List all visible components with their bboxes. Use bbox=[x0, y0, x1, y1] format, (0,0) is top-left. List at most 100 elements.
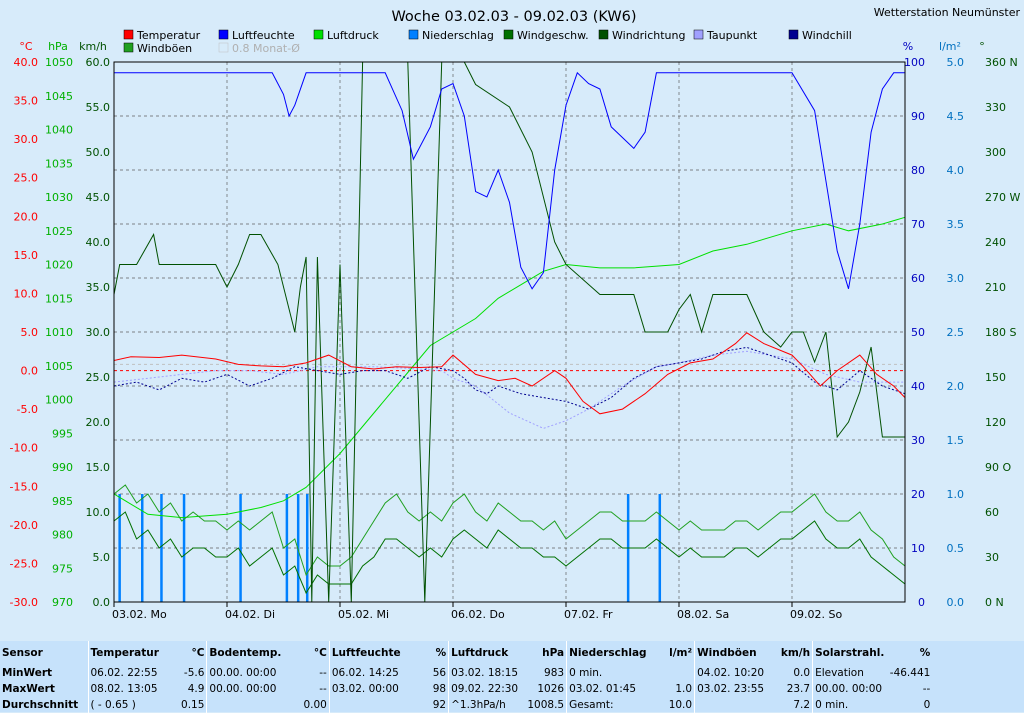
stats-cell: 00.00. 00:00 bbox=[206, 665, 284, 681]
tick-label-temp: -25.0 bbox=[10, 557, 38, 570]
tick-label-temp: -10.0 bbox=[10, 442, 38, 455]
tick-label-wind: 30.0 bbox=[86, 326, 111, 339]
stats-value: °C bbox=[191, 647, 205, 659]
series-line-temperatur bbox=[113, 332, 906, 415]
tick-label-wind: 40.0 bbox=[86, 236, 111, 249]
stats-cell bbox=[694, 697, 767, 713]
station-name: Wetterstation Neumünster bbox=[874, 6, 1021, 19]
x-tick-label: 03.02. Mo bbox=[112, 608, 167, 621]
x-axis: 03.02. Mo 04.02. Di 05.02. Mi 06.02. Do 07.0… bbox=[112, 602, 842, 621]
tick-label-pressure: 1000 bbox=[45, 394, 73, 407]
tick-label-pressure: 1010 bbox=[45, 326, 73, 339]
legend-label: Temperatur bbox=[136, 29, 201, 42]
stats-cell: 06.02. 22:55 bbox=[87, 665, 161, 681]
legend-swatch bbox=[218, 42, 229, 53]
legend-swatch bbox=[788, 29, 799, 40]
x-tick-label: 06.02. Do bbox=[451, 608, 505, 621]
tick-label-pressure: 1020 bbox=[45, 259, 73, 272]
stats-value: 56 bbox=[432, 667, 447, 679]
stats-table: Sensor Temperatur °C Bodentemp. °C Luftfeucht… bbox=[0, 641, 932, 713]
stats-value: 0.0 bbox=[793, 667, 811, 679]
tick-label-pressure: 1030 bbox=[45, 191, 73, 204]
stats-value: 0.00 bbox=[303, 699, 327, 711]
tick-label-rain: 5.0 bbox=[947, 56, 965, 69]
stats-value: °C bbox=[313, 647, 327, 659]
stats-value: 7.2 bbox=[793, 699, 811, 711]
legend-swatch bbox=[598, 29, 609, 40]
stats-cell: Luftdruck bbox=[448, 641, 521, 665]
tick-label-pressure: 1005 bbox=[45, 360, 73, 373]
stats-value: 0.15 bbox=[181, 699, 205, 711]
stats-value bbox=[649, 665, 695, 681]
legend-label: Windrichtung bbox=[612, 29, 685, 42]
tick-label-rain: 0.5 bbox=[947, 542, 965, 555]
weather-chart: 40.0 35.0 30.0 25.0 20.0 15.0 10.0 5.0 0.0 -5.0 -1… bbox=[10, 6, 1021, 621]
tick-label-pressure: 1035 bbox=[45, 157, 73, 170]
stats-cell: 08.02. 13:05 bbox=[87, 681, 161, 697]
tick-label-temp: -30.0 bbox=[10, 596, 38, 609]
legend: Temperatur Luftfeuchte Luftdruck Niederschl… bbox=[123, 29, 852, 55]
series-line-windb-en bbox=[113, 484, 906, 577]
stats-value: -- bbox=[922, 683, 931, 695]
stats-cell bbox=[328, 697, 403, 713]
stats-value: -- bbox=[319, 667, 327, 679]
stats-cell: ^1.3hPa/h bbox=[448, 697, 521, 713]
stats-cell: ( - 0.65 ) bbox=[87, 697, 161, 713]
stats-row: Durchschnitt ( - 0.65 ) 0.15 0.00 92 ^1.3hPa/… bbox=[0, 697, 932, 713]
stats-cell: 00.00. 00:00 bbox=[812, 681, 887, 697]
stats-cell: Windböen bbox=[694, 641, 767, 665]
tick-label-humidity: 90 bbox=[911, 110, 925, 123]
tick-label-wind: 45.0 bbox=[86, 191, 111, 204]
tick-label-humidity: 70 bbox=[911, 218, 925, 231]
legend-swatch bbox=[503, 29, 514, 40]
tick-label-direction: 60 bbox=[985, 506, 999, 519]
x-tick-label: 05.02. Mi bbox=[338, 608, 389, 621]
tick-label-wind: 5.0 bbox=[93, 551, 111, 564]
stats-cell: 00.00. 00:00 bbox=[206, 681, 284, 697]
tick-label-temp: 0.0 bbox=[21, 365, 39, 378]
row-label: Sensor bbox=[2, 647, 43, 659]
stats-cell: 03.02. 01:45 bbox=[566, 681, 649, 697]
legend-swatch bbox=[218, 29, 229, 40]
axis-unit-wind: km/h bbox=[79, 40, 107, 53]
tick-label-temp: -5.0 bbox=[17, 403, 38, 416]
tick-label-temp: 25.0 bbox=[14, 172, 39, 185]
tick-label-rain: 4.5 bbox=[947, 110, 965, 123]
tick-label-rain: 3.5 bbox=[947, 218, 965, 231]
series-line-windchill bbox=[113, 346, 906, 410]
series-lines bbox=[113, 61, 906, 603]
left-axes: 40.0 35.0 30.0 25.0 20.0 15.0 10.0 5.0 0.0 -5.0 -1… bbox=[10, 40, 110, 609]
tick-label-wind: 0.0 bbox=[93, 596, 111, 609]
tick-label-temp: 30.0 bbox=[14, 133, 39, 146]
tick-label-temp: 15.0 bbox=[14, 249, 39, 262]
legend-label: Luftdruck bbox=[327, 29, 379, 42]
tick-label-humidity: 40 bbox=[911, 380, 925, 393]
axis-unit-humidity: % bbox=[903, 40, 913, 53]
stats-value: -- bbox=[319, 683, 327, 695]
stats-value: 983 bbox=[544, 667, 565, 679]
tick-label-pressure: 995 bbox=[52, 427, 73, 440]
tick-label-humidity: 0 bbox=[918, 596, 925, 609]
tick-label-pressure: 980 bbox=[52, 529, 73, 542]
x-tick-label: 04.02. Di bbox=[225, 608, 275, 621]
stats-cell: Bodentemp. bbox=[206, 641, 284, 665]
tick-label-pressure: 985 bbox=[52, 495, 73, 508]
x-tick-label: 07.02. Fr bbox=[564, 608, 613, 621]
tick-label-rain: 4.0 bbox=[947, 164, 965, 177]
stats-cell bbox=[206, 697, 284, 713]
tick-label-rain: 1.5 bbox=[947, 434, 965, 447]
tick-label-temp: 40.0 bbox=[14, 56, 39, 69]
legend-label: 0.8 Monat-Ø bbox=[232, 42, 300, 55]
tick-label-rain: 2.0 bbox=[947, 380, 965, 393]
legend-label: Windgeschw. bbox=[517, 29, 589, 42]
series-line-luftdruck bbox=[113, 216, 906, 519]
tick-label-direction: 180 S bbox=[985, 326, 1016, 339]
axis-unit-direction: ° bbox=[979, 40, 985, 53]
tick-label-temp: -15.0 bbox=[10, 480, 38, 493]
series-line-luftfeuchte bbox=[114, 71, 905, 290]
tick-label-pressure: 1050 bbox=[45, 56, 73, 69]
tick-label-pressure: 1045 bbox=[45, 90, 73, 103]
tick-label-humidity: 80 bbox=[911, 164, 925, 177]
tick-label-humidity: 60 bbox=[911, 272, 925, 285]
series-line-windgeschw- bbox=[113, 511, 906, 595]
